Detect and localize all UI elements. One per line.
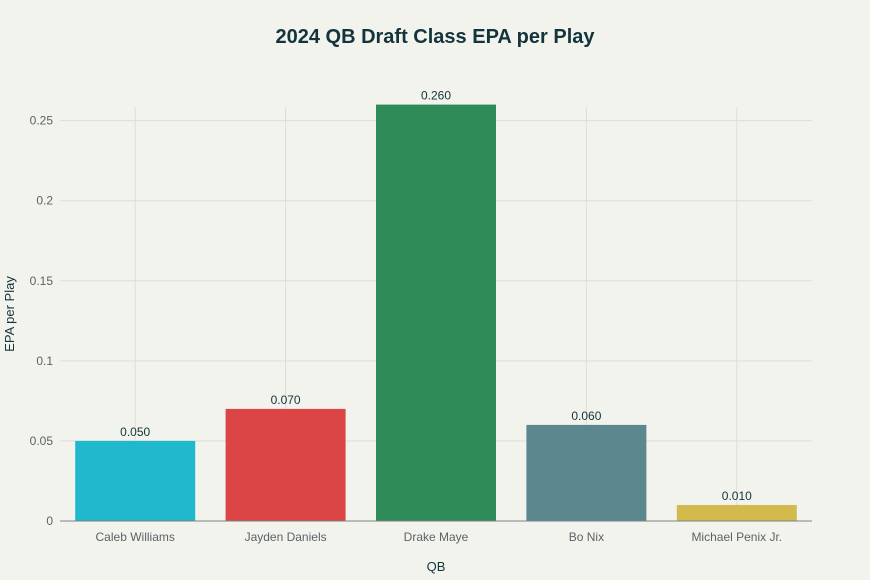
y-tick-label: 0.1 xyxy=(36,354,53,368)
y-tick-label: 0.15 xyxy=(30,274,54,288)
data-label: 0.060 xyxy=(571,409,601,423)
x-tick-label: Caleb Williams xyxy=(96,530,175,544)
x-tick-label: Michael Penix Jr. xyxy=(691,530,782,544)
x-tick-label: Drake Maye xyxy=(404,530,469,544)
y-tick-label: 0.25 xyxy=(30,114,54,128)
labels: 0 0.05 0.1 0.15 0.2 0.25 0.050 Caleb Williams 0.… xyxy=(30,89,783,544)
x-tick-label: Jayden Daniels xyxy=(245,530,327,544)
bar-caleb-williams xyxy=(75,440,196,521)
bar-drake-maye xyxy=(376,104,496,521)
y-tick-label: 0 xyxy=(46,514,53,528)
data-label: 0.070 xyxy=(271,393,301,407)
y-axis-title: EPA per Play xyxy=(2,276,17,352)
y-tick-label: 0.05 xyxy=(30,434,54,448)
data-label: 0.010 xyxy=(722,489,752,503)
chart-title: 2024 QB Draft Class EPA per Play xyxy=(275,26,595,48)
bar-jayden-daniels xyxy=(225,408,346,521)
bar-michael-penix-jr xyxy=(676,504,797,521)
y-tick-label: 0.2 xyxy=(36,194,53,208)
data-label: 0.260 xyxy=(421,89,451,103)
x-tick-label: Bo Nix xyxy=(569,530,604,544)
bar-bo-nix xyxy=(526,424,647,521)
x-axis-title: QB xyxy=(427,559,446,574)
data-label: 0.050 xyxy=(120,425,150,439)
bars xyxy=(75,104,797,521)
